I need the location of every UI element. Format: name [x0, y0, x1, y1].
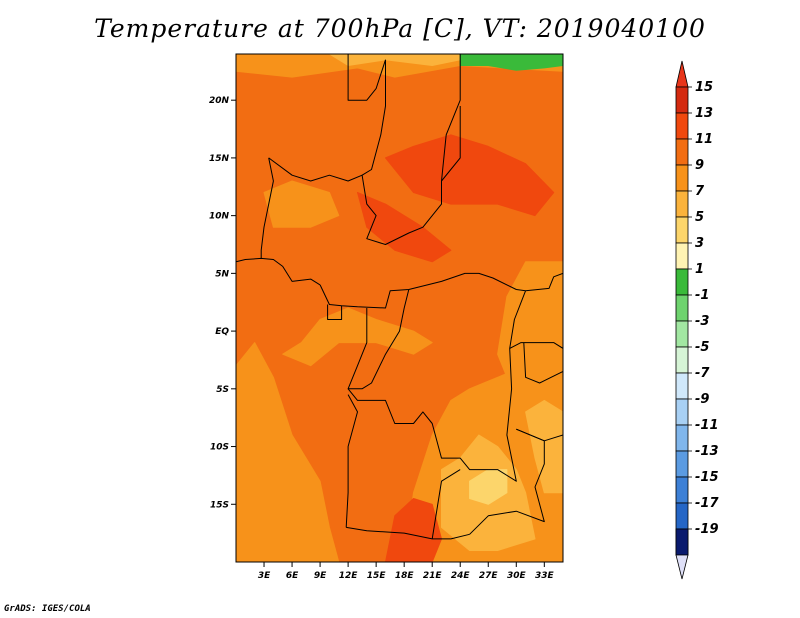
colorbar-label: 7	[695, 184, 705, 199]
colorbar-label: -7	[695, 366, 710, 381]
colorbar-segment	[675, 398, 689, 426]
border-line	[345, 394, 358, 528]
colorbar-label: -11	[695, 418, 719, 433]
chart-title: Temperature at 700hPa [C], VT: 201904010…	[94, 14, 706, 43]
cool-region-east	[497, 261, 563, 401]
grads-credit: GrADS: IGES/COLA	[4, 604, 91, 614]
colorbar-segment	[675, 112, 689, 140]
y-tick-label: 10N	[209, 212, 230, 222]
x-tick-label: 12E	[339, 571, 359, 581]
x-tick-label: 33E	[535, 571, 555, 581]
x-tick-label: 24E	[451, 571, 471, 581]
warm-core-north-1	[385, 134, 555, 217]
border-line	[469, 428, 545, 535]
colorbar-top-cap	[675, 60, 689, 88]
colorbar-bottom-segment	[675, 528, 689, 556]
colorbar-segment	[675, 138, 689, 166]
colorbar-segment	[675, 424, 689, 452]
border-line	[268, 157, 363, 182]
border-line	[509, 342, 563, 349]
colorbar-label: 1	[695, 262, 704, 277]
colorbar-segment	[675, 294, 689, 322]
border-line	[525, 272, 563, 292]
border-line	[347, 289, 410, 390]
y-axis: 20N 15N 10N 5N EQ 5S 10S 15S	[209, 96, 236, 510]
colorbar-label: -17	[695, 496, 719, 511]
y-tick-label: 15S	[210, 500, 229, 510]
colorbar-label: -9	[695, 392, 709, 407]
colorbar-segment	[675, 372, 689, 400]
y-tick-label: 5S	[216, 385, 229, 395]
colorbar-segment	[675, 190, 689, 218]
colorbar-segment	[675, 242, 689, 270]
warm-core-south	[385, 498, 442, 562]
y-tick-label: 20N	[209, 96, 230, 106]
colorbar-bottom-cap	[675, 554, 689, 580]
border-line	[327, 304, 343, 320]
map-frame	[235, 53, 564, 563]
colorbar-segment	[675, 346, 689, 374]
y-tick-label: EQ	[215, 327, 229, 337]
border-line	[347, 290, 527, 482]
cool-region-west-coast	[236, 342, 340, 562]
x-tick-label: 21E	[423, 571, 443, 581]
colorbar-label: 11	[695, 132, 713, 147]
x-tick-label: 6E	[286, 571, 299, 581]
colorbar-segment	[675, 164, 689, 192]
y-tick-label: 5N	[215, 269, 229, 279]
colorbar-label: -3	[695, 314, 709, 329]
border-line	[347, 54, 386, 101]
cool-patch-central	[282, 307, 433, 367]
border-line	[516, 428, 563, 442]
colorbar-segment	[675, 320, 689, 348]
border-line	[431, 469, 461, 539]
colorbar-label: 15	[695, 80, 713, 95]
colorbar: 15 13 11 9 7 5 3 1 -1 -3 -5 -7 -9 -11 -13 -15 -17 -19	[675, 60, 719, 580]
cool-patch-north	[263, 180, 340, 228]
x-tick-label: 27E	[479, 571, 499, 581]
temperature-field	[236, 54, 563, 562]
colorbar-label: -1	[695, 288, 709, 303]
border-line	[260, 157, 274, 259]
border-line	[523, 342, 563, 384]
warm-core-north-2	[357, 192, 452, 263]
colorbar-label: -13	[695, 444, 719, 459]
x-tick-label: 9E	[314, 571, 327, 581]
border-line	[236, 257, 321, 286]
colorbar-segment	[675, 86, 689, 114]
colorbar-segment	[675, 502, 689, 530]
colorbar-segment	[675, 476, 689, 504]
colorbar-label: 9	[695, 158, 704, 173]
y-tick-label: 15N	[209, 154, 230, 164]
x-tick-label: 15E	[367, 571, 387, 581]
border-line	[361, 59, 461, 245]
x-tick-label: 18E	[395, 571, 415, 581]
country-borders	[236, 54, 563, 540]
colorbar-label: -5	[695, 340, 709, 355]
colorbar-segment	[675, 216, 689, 244]
green-region-north	[459, 54, 563, 71]
x-tick-label: 30E	[507, 571, 527, 581]
colorbar-segment	[675, 450, 689, 478]
border-line	[441, 54, 461, 182]
colorbar-label: 3	[695, 236, 704, 251]
colorbar-label: 5	[695, 210, 704, 225]
x-tick-label: 3E	[258, 571, 271, 581]
border-line	[346, 526, 470, 540]
colorbar-segment	[675, 268, 689, 296]
y-tick-label: 10S	[210, 443, 229, 453]
x-axis: 3E 6E 9E 12E 15E 18E 21E 24E 27E 30E 33E	[258, 562, 555, 581]
colorbar-label: -19	[695, 522, 719, 537]
colorbar-label: -15	[695, 470, 719, 485]
colorbar-label: 13	[695, 106, 713, 121]
